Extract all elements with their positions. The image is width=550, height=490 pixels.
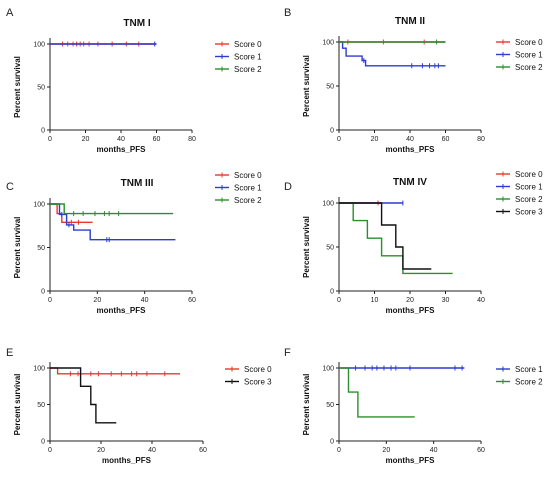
x-tick-label: 60	[477, 447, 485, 454]
legend-label: Score 3	[515, 208, 543, 217]
panel-letter: F	[284, 347, 291, 359]
series-line-score-2	[339, 367, 415, 418]
legend-label: Score 1	[515, 51, 543, 60]
y-tick-label: 50	[37, 245, 45, 252]
x-tick-label: 40	[406, 136, 414, 143]
x-axis-label: months_PFS	[386, 145, 436, 154]
x-tick-label: 20	[97, 447, 105, 454]
series-line-score-3	[50, 367, 117, 424]
panel-a: A TNM I 0 50 100 0 20 40 60 80 months_PFS Percent s…	[6, 7, 262, 154]
legend-label: Score 1	[234, 53, 262, 62]
panel-title: TNM I	[123, 18, 150, 29]
series-line-score-1	[339, 41, 446, 67]
x-axis-label: months_PFS	[102, 456, 152, 465]
x-tick-label: 40	[117, 136, 125, 143]
legend-label: Score 2	[515, 63, 543, 72]
y-tick-label: 100	[33, 202, 45, 209]
panel-title: TNM II	[395, 16, 425, 27]
x-axis-label: months_PFS	[386, 306, 436, 315]
panel-b: B TNM II 0 50 100 0 20 40 60 80 months_PFS Percent …	[284, 7, 543, 154]
y-tick-label: 50	[326, 402, 334, 409]
y-axis-label: Percent survival	[302, 216, 311, 278]
x-tick-label: 0	[48, 297, 52, 304]
x-tick-label: 40	[477, 297, 485, 304]
x-tick-label: 40	[430, 447, 438, 454]
legend-label: Score 0	[515, 38, 543, 47]
y-axis-label: Percent survival	[302, 55, 311, 117]
legend-label: Score 2	[515, 195, 543, 204]
legend-label: Score 1	[515, 365, 543, 374]
y-tick-label: 0	[41, 289, 45, 296]
x-tick-label: 0	[337, 136, 341, 143]
y-tick-label: 100	[322, 40, 334, 47]
x-tick-label: 80	[477, 136, 485, 143]
legend-label: Score 1	[234, 184, 262, 193]
x-tick-label: 0	[48, 136, 52, 143]
panel-f: F 0 50 100 0 20 40 60 months_PFS Percent survival…	[284, 347, 543, 465]
legend-label: Score 2	[515, 378, 543, 387]
legend-label: Score 0	[244, 365, 272, 374]
x-tick-label: 0	[337, 297, 341, 304]
y-tick-label: 50	[37, 85, 45, 92]
y-tick-label: 0	[330, 439, 334, 446]
y-tick-label: 0	[330, 128, 334, 135]
series-line-score-0	[50, 367, 180, 375]
panel-letter: A	[6, 7, 14, 19]
y-tick-label: 50	[326, 84, 334, 91]
y-tick-label: 100	[33, 42, 45, 49]
x-tick-label: 20	[93, 297, 101, 304]
y-tick-label: 50	[37, 402, 45, 409]
x-tick-label: 20	[371, 136, 379, 143]
panel-letter: E	[6, 347, 13, 359]
y-tick-label: 100	[322, 366, 334, 373]
legend-label: Score 0	[234, 171, 262, 180]
panel-letter: B	[284, 7, 291, 19]
legend-label: Score 0	[234, 40, 262, 49]
series-line-score-2	[50, 203, 174, 215]
x-axis-label: months_PFS	[386, 456, 436, 465]
panel-d: D TNM IV 0 50 100 0 10 20 30 40 months_PFS Percent …	[284, 170, 543, 315]
y-tick-label: 0	[41, 128, 45, 135]
x-tick-label: 20	[382, 447, 390, 454]
legend-label: Score 2	[234, 196, 262, 205]
x-tick-label: 0	[337, 447, 341, 454]
x-tick-label: 60	[442, 136, 450, 143]
x-tick-label: 80	[188, 136, 196, 143]
legend-label: Score 3	[244, 378, 272, 387]
y-tick-label: 100	[33, 366, 45, 373]
y-axis-label: Percent survival	[13, 56, 22, 118]
x-tick-label: 40	[148, 447, 156, 454]
series-line-score-1	[50, 203, 176, 241]
panel-title: TNM IV	[393, 177, 427, 188]
panel-letter: C	[6, 181, 14, 193]
x-tick-label: 60	[199, 447, 207, 454]
y-axis-label: Percent survival	[13, 374, 22, 436]
x-tick-label: 20	[406, 297, 414, 304]
x-tick-label: 10	[371, 297, 379, 304]
x-tick-label: 30	[442, 297, 450, 304]
x-tick-label: 60	[188, 297, 196, 304]
x-tick-label: 0	[48, 447, 52, 454]
y-tick-label: 50	[326, 245, 334, 252]
legend-label: Score 1	[515, 183, 543, 192]
y-tick-label: 0	[330, 289, 334, 296]
y-tick-label: 100	[322, 201, 334, 208]
series-line-score-3	[339, 202, 432, 270]
panel-e: E 0 50 100 0 20 40 60 months_PFS Percent survival…	[6, 347, 272, 465]
x-axis-label: months_PFS	[97, 306, 147, 315]
x-tick-label: 40	[141, 297, 149, 304]
x-tick-label: 20	[82, 136, 90, 143]
legend-label: Score 0	[515, 170, 543, 179]
panel-c: C TNM III 0 50 100 0 20 40 60 months_PFS Percent s…	[6, 171, 262, 315]
panel-letter: D	[284, 181, 292, 193]
y-axis-label: Percent survival	[13, 217, 22, 279]
y-tick-label: 0	[41, 439, 45, 446]
y-axis-label: Percent survival	[302, 374, 311, 436]
panel-title: TNM III	[121, 178, 154, 189]
x-axis-label: months_PFS	[97, 145, 147, 154]
legend-label: Score 2	[234, 65, 262, 74]
x-tick-label: 60	[153, 136, 161, 143]
